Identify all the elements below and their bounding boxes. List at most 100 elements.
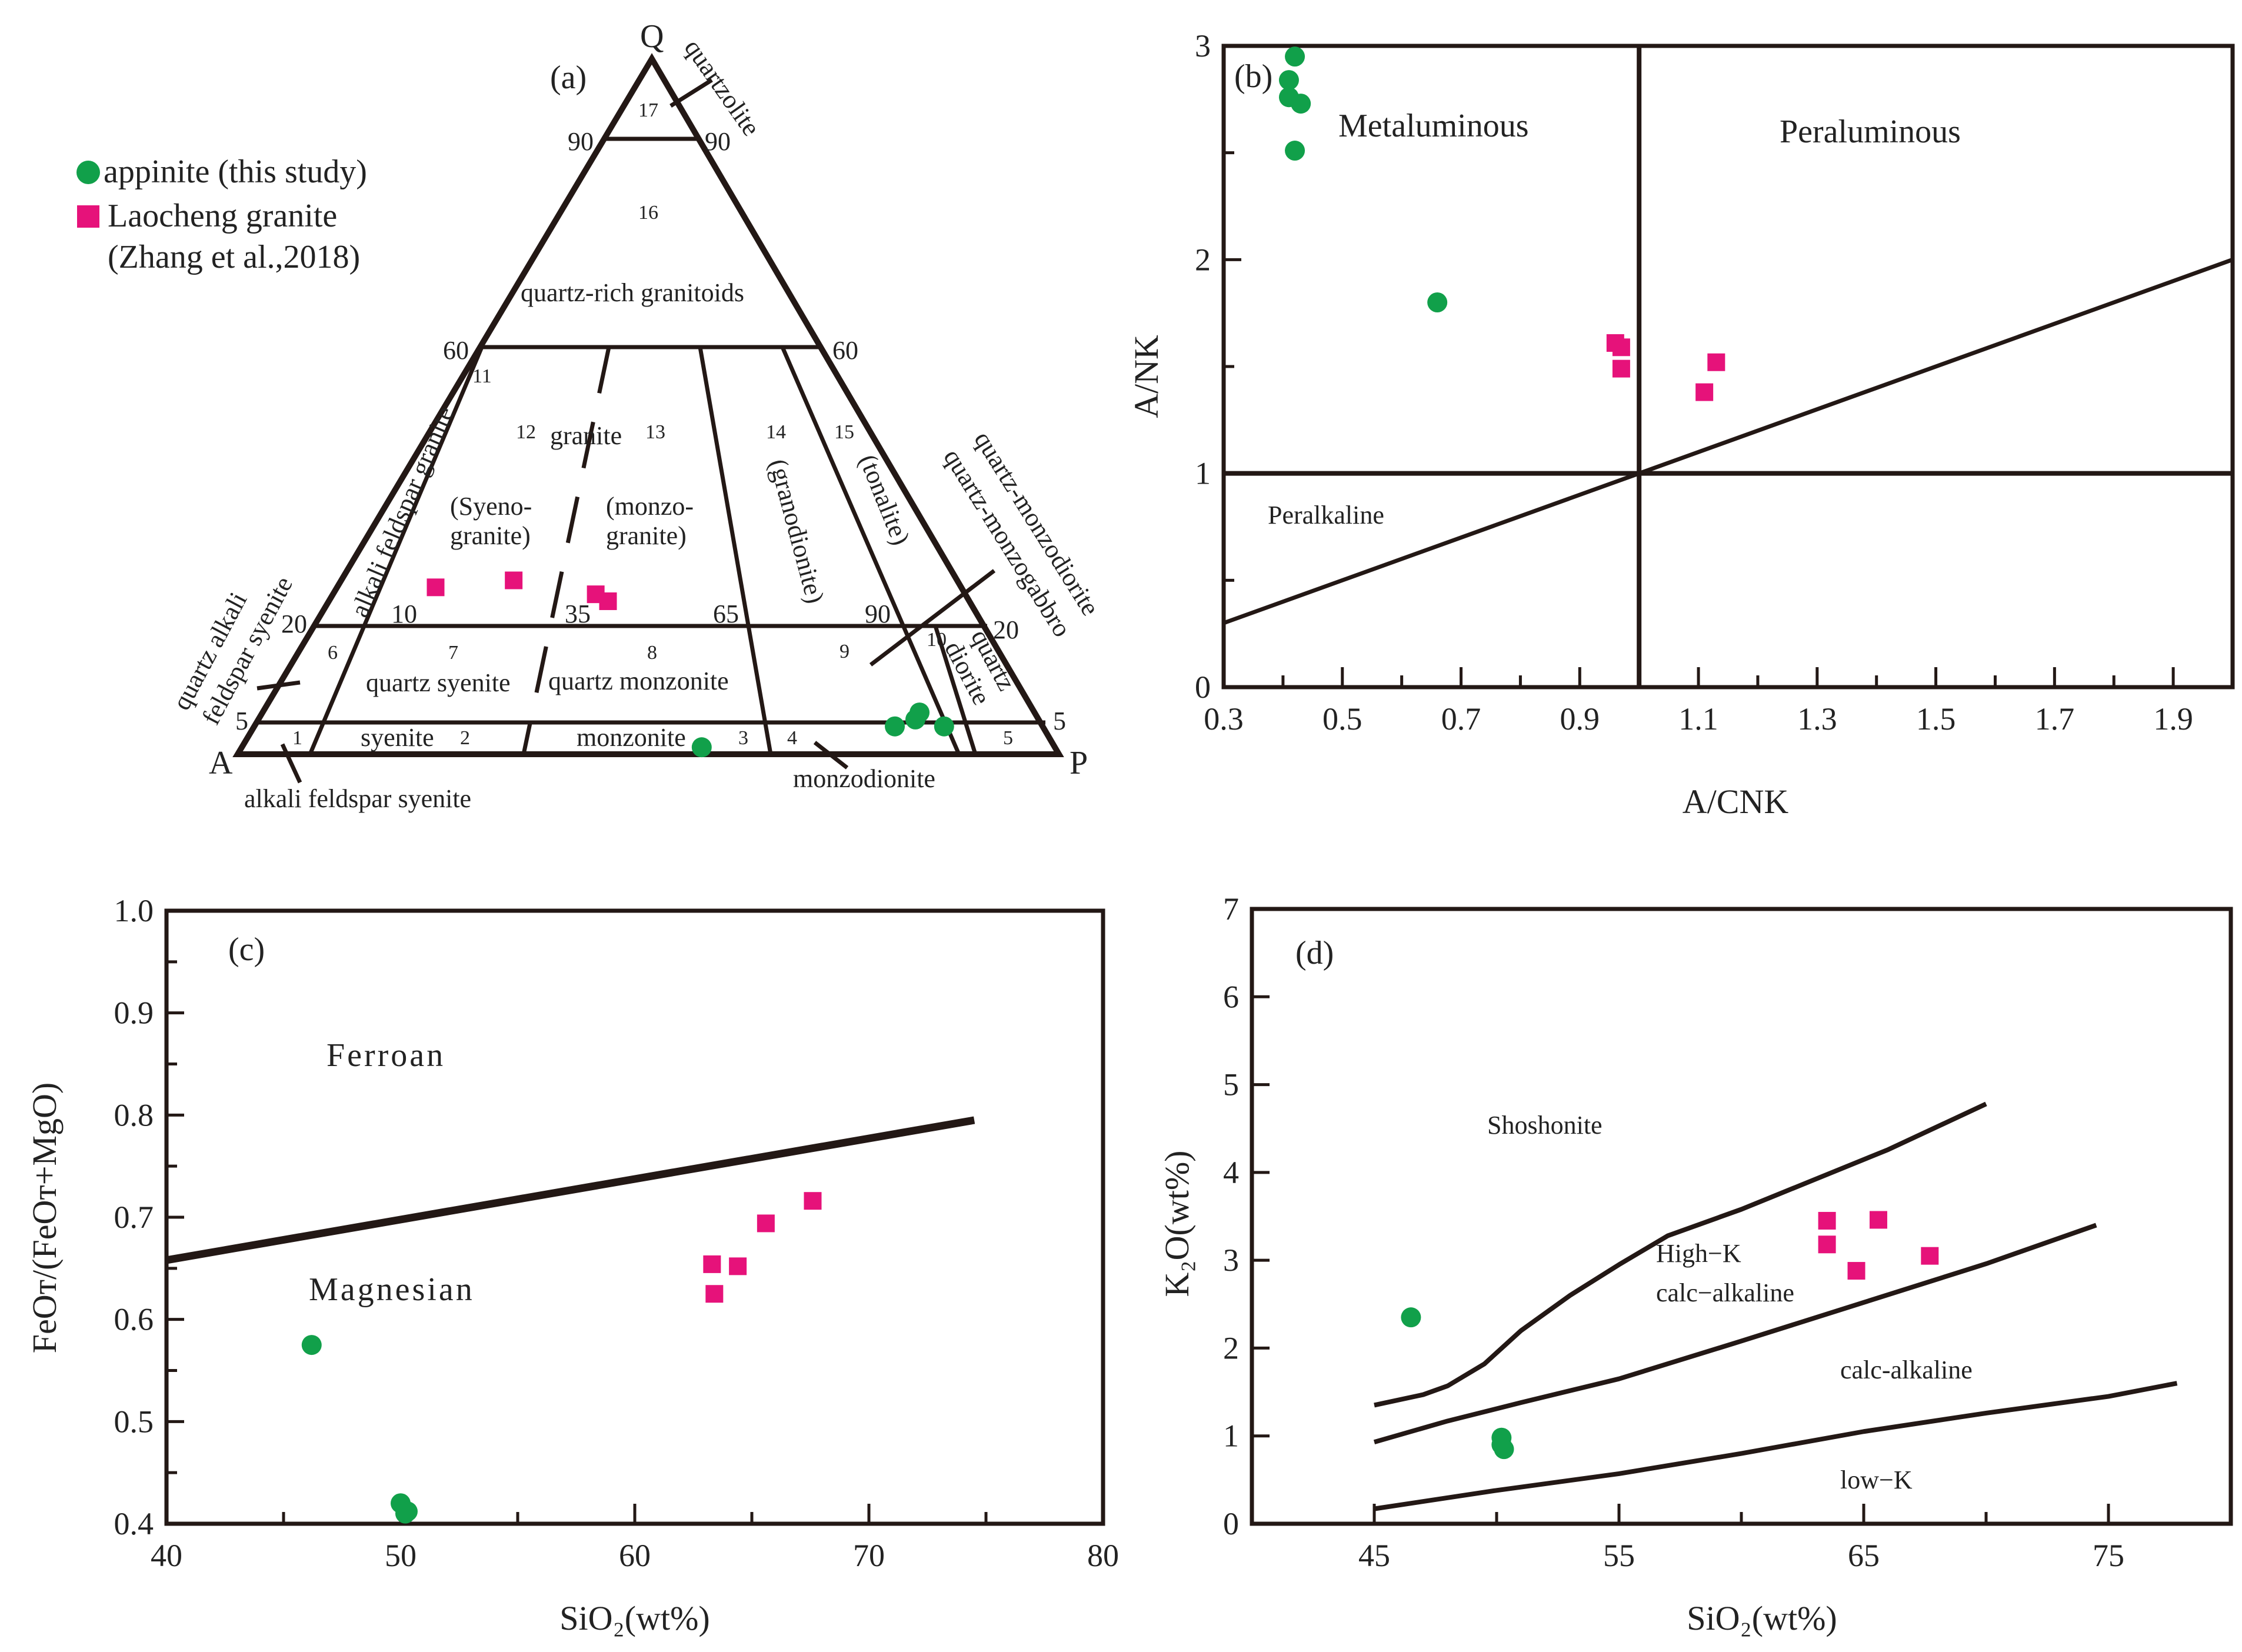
field-6: 6 <box>328 642 338 664</box>
field-17: 17 <box>638 99 658 121</box>
laocheng-point <box>427 578 445 597</box>
field-peraluminous: Peraluminous <box>1780 114 1961 150</box>
y-tick-label: 1.0 <box>114 893 154 928</box>
appinite-point <box>1427 292 1448 312</box>
y-tick-label: 0.8 <box>114 1097 154 1133</box>
laocheng-point <box>705 1285 724 1303</box>
a65-divider <box>698 347 773 755</box>
x-tick-label: 55 <box>1603 1538 1635 1573</box>
x-tick-label: 65 <box>1848 1538 1880 1573</box>
panel-b-acnk-ank: 0.3 0.5 0.7 0.9 1.1 1.3 1.5 1.7 1.9 0 1 2 3 (b) Metalu… <box>1127 28 2235 821</box>
y-tick-label: 0.4 <box>114 1506 154 1541</box>
apex-a-label: A <box>209 745 233 781</box>
field-3: 3 <box>738 727 748 749</box>
laocheng-point <box>1921 1247 1939 1265</box>
y-tick-label: 0 <box>1223 1506 1239 1541</box>
edge-tick-l5: 5 <box>235 707 248 735</box>
edge-tick-l20: 20 <box>281 609 307 638</box>
y-tick-label: 5 <box>1223 1067 1239 1103</box>
y-tick-label: 0 <box>1195 670 1211 705</box>
laocheng-point <box>1847 1262 1865 1280</box>
laocheng-point <box>505 571 523 589</box>
x-tick-label: 0.5 <box>1322 701 1362 737</box>
y-tick-label: 3 <box>1195 28 1211 64</box>
laocheng-point <box>599 592 617 610</box>
appinite-point <box>910 702 930 723</box>
x-tick-label: 60 <box>619 1538 651 1573</box>
panel-a-qap-diagram: (a) Q A P 90 90 60 60 20 20 5 5 10 35 65… <box>167 18 1105 813</box>
legend-laocheng-label: Laocheng granite <box>108 198 337 234</box>
f5-divider <box>933 625 978 755</box>
laocheng-point <box>1869 1211 1887 1229</box>
field-8: 8 <box>647 642 657 664</box>
name-alkali-feldspar-syenite: alkali feldspar syenite <box>244 784 471 813</box>
field-peralkaline: Peralkaline <box>1268 501 1384 529</box>
x-tick-label: 0.3 <box>1204 701 1244 737</box>
mzd-pointer <box>813 741 849 770</box>
x-axis-label: A/CNK <box>1683 782 1789 821</box>
edge-tick-l90: 90 <box>568 127 594 156</box>
laocheng-point <box>1818 1211 1836 1230</box>
y-tick-label: 1 <box>1223 1418 1239 1454</box>
name-granodiorite: (granodionite) <box>764 456 829 607</box>
appinite-point <box>1494 1439 1514 1460</box>
edge-tick-r20: 20 <box>993 615 1019 644</box>
shoshonite-highk-boundary <box>1374 1101 1987 1408</box>
laocheng-point <box>1707 353 1725 371</box>
field-10: 10 <box>927 629 947 651</box>
apex-p-label: P <box>1070 745 1088 781</box>
y-axis-label: K₂O(wt%) <box>1158 1151 1196 1297</box>
x-tick-label: 45 <box>1358 1538 1390 1573</box>
appinite-point <box>1285 141 1305 161</box>
field-9: 9 <box>839 641 850 662</box>
y-tick-label: 6 <box>1223 979 1239 1014</box>
x-axis-label: SiO₂(wt%) <box>559 1599 709 1637</box>
laocheng-point <box>804 1192 822 1210</box>
field-metaluminous: Metaluminous <box>1338 108 1529 144</box>
a35-divider-dashed <box>521 347 611 755</box>
name-syenite: syenite <box>361 723 434 752</box>
x-tick-label: 1.9 <box>2153 701 2193 737</box>
qafs-tick <box>256 680 301 691</box>
laocheng-point <box>1695 383 1714 401</box>
y-tick-label: 4 <box>1223 1155 1239 1190</box>
field-1: 1 <box>292 727 302 749</box>
y-tick-label: 2 <box>1195 242 1211 277</box>
field-16: 16 <box>638 202 658 224</box>
y-tick-label: 7 <box>1223 891 1239 927</box>
name-quartz-rich-granitoids: quartz-rich granitoids <box>521 278 744 307</box>
a90-right-divider <box>780 346 961 755</box>
laocheng-point <box>1612 338 1630 357</box>
y-tick-label: 3 <box>1223 1243 1239 1278</box>
y-tick-label: 0.6 <box>114 1302 154 1337</box>
plot-frame <box>1250 907 2233 1526</box>
x-tick-label: 70 <box>853 1538 885 1573</box>
field-12: 12 <box>516 421 536 443</box>
field-7: 7 <box>448 642 458 664</box>
laocheng-point <box>729 1257 747 1275</box>
laocheng-point <box>757 1214 775 1233</box>
field-low-k: low−K <box>1840 1466 1913 1494</box>
field-calc-alkaline: calc-alkaline <box>1840 1355 1973 1384</box>
x-tick-label: 0.9 <box>1560 701 1600 737</box>
edge-tick-a90: 90 <box>865 599 891 628</box>
apex-q-label: Q <box>640 18 664 55</box>
edge-tick-a65: 65 <box>713 599 739 628</box>
laocheng-point <box>1818 1235 1836 1254</box>
appinite-point <box>934 716 954 737</box>
field-5: 5 <box>1003 727 1013 749</box>
edge-tick-l60: 60 <box>443 336 469 365</box>
field-shoshonite: Shoshonite <box>1487 1111 1603 1140</box>
acnk-equals-ank-line <box>1222 258 2234 625</box>
name-monzodionite: monzodionite <box>793 764 935 793</box>
name-granite: granite <box>550 421 622 450</box>
field-4: 4 <box>787 727 797 749</box>
laocheng-point <box>1612 359 1630 378</box>
x-axis-label: SiO₂(wt%) <box>1687 1599 1837 1637</box>
name-monzonite: monzonite <box>577 723 686 752</box>
x-tick-label: 1.1 <box>1678 701 1718 737</box>
name-syenogranite-2: granite) <box>450 521 531 550</box>
edge-tick-r90: 90 <box>705 127 731 156</box>
appinite-point <box>691 737 712 758</box>
